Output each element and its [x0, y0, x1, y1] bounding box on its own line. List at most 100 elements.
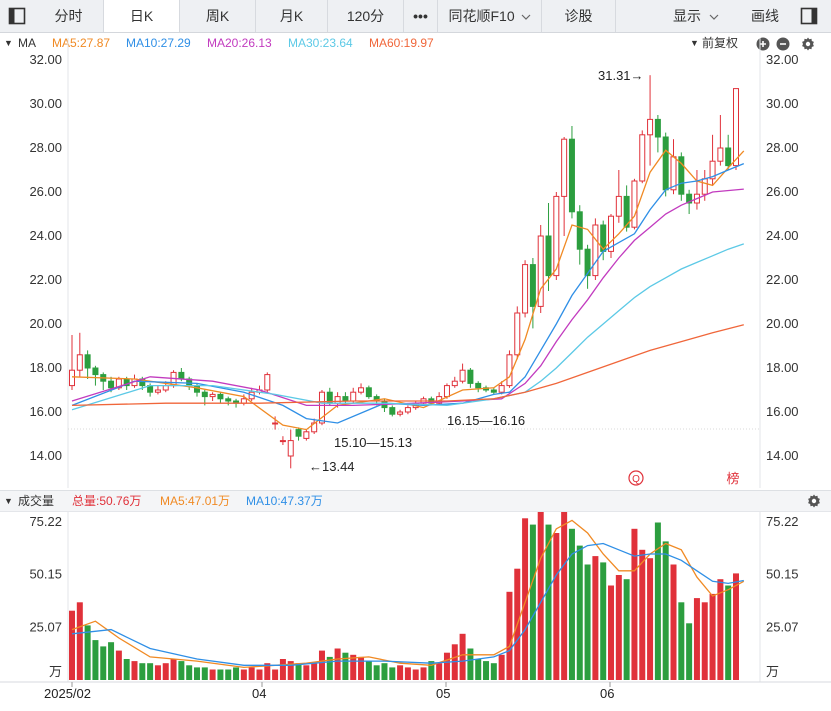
settings-gear-icon[interactable] [800, 36, 816, 52]
zoom-in-icon[interactable] [756, 37, 770, 51]
candle-body [678, 156, 685, 195]
volume-settings-gear-icon[interactable] [806, 493, 822, 509]
tab-daily-k[interactable]: 日K [104, 0, 180, 32]
volume-tick-label-left: 25.07 [29, 619, 62, 634]
diagnose-button[interactable]: 诊股 [542, 0, 616, 32]
collapse-chevron-icon[interactable]: ▼ [4, 496, 13, 506]
volume-bar [498, 654, 505, 680]
candle-body [279, 440, 286, 443]
candle [670, 139, 677, 195]
candle-body [365, 387, 372, 398]
volume-bar [639, 549, 646, 680]
collapse-chevron-icon[interactable]: ▼ [4, 38, 13, 48]
candle-body [451, 380, 458, 387]
candle [623, 185, 630, 232]
ma20-value: MA20:26.13 [207, 36, 272, 50]
candle [240, 394, 247, 406]
volume-bar [647, 558, 654, 680]
panel-toggle-icon[interactable] [800, 7, 818, 25]
volume-bar [279, 659, 286, 680]
volume-bar [623, 579, 630, 680]
volume-bar [600, 562, 607, 680]
candle [217, 392, 224, 404]
candle [76, 332, 83, 377]
candle-body [693, 193, 700, 204]
f10-dropdown[interactable]: 同花顺F10 [438, 0, 542, 32]
volume-bar [568, 528, 575, 680]
candle [428, 396, 435, 406]
volume-ma5-value: MA5:47.01万 [160, 494, 231, 508]
candle-body [295, 429, 302, 437]
volume-bar [537, 512, 544, 680]
price-tick-label-right: 22.00 [766, 272, 799, 287]
volume-bar [233, 667, 240, 680]
volume-bar [139, 663, 146, 680]
volume-bar [608, 585, 615, 680]
candle-body [326, 391, 333, 404]
candle [154, 385, 161, 395]
candle [701, 170, 708, 201]
candle-body [186, 378, 193, 387]
candle [647, 75, 654, 166]
volume-bar [576, 545, 583, 680]
ma10-value: MA10:27.29 [126, 36, 191, 50]
draw-line-button[interactable]: 画线 [751, 8, 779, 24]
candle-body [490, 389, 497, 393]
ma-line-ma5 [71, 149, 745, 431]
candle-body [272, 422, 279, 425]
chevron-down-icon [709, 14, 719, 21]
price-tick-label-right: 32.00 [766, 52, 799, 67]
candle [725, 134, 732, 170]
candle-body [545, 235, 552, 277]
sidebar-toggle-icon[interactable] [8, 7, 26, 25]
candle [139, 376, 146, 390]
candle-body [561, 138, 568, 197]
display-dropdown[interactable]: 显示 [664, 0, 728, 32]
tab-monthly-k[interactable]: 月K [256, 0, 328, 32]
candle [467, 368, 474, 388]
candle-body [514, 312, 521, 356]
ma-line-ma60 [71, 324, 744, 407]
candle [654, 115, 661, 153]
more-periods-button[interactable]: ••• [404, 0, 438, 32]
volume-bar [326, 656, 333, 680]
tab-weekly-k[interactable]: 周K [180, 0, 256, 32]
candle-body [459, 369, 466, 382]
x-axis-label: 04 [252, 686, 266, 701]
candle-body [584, 248, 591, 277]
candle [451, 376, 458, 388]
adjust-chevron-icon[interactable]: ▼ [690, 38, 699, 48]
volume-bar [131, 661, 138, 680]
tab-120min[interactable]: 120分 [328, 0, 404, 32]
volume-bar [709, 593, 716, 680]
period-toolbar: 分时 日K 周K 月K 120分 ••• 同花顺F10 诊股 显示 画线 [0, 0, 831, 33]
candle-body [631, 180, 638, 228]
candle-body [131, 378, 138, 387]
candle [318, 390, 325, 426]
volume-unit-label-right: 万 [766, 664, 779, 679]
volume-bar [108, 642, 115, 680]
candle-body [483, 387, 490, 391]
x-axis-label: 06 [600, 686, 614, 701]
q-badge[interactable]: Q [628, 470, 644, 486]
candle [201, 390, 208, 406]
candle [272, 416, 279, 430]
volume-bar [451, 644, 458, 680]
adjust-mode[interactable]: 前复权 [702, 36, 739, 50]
price-tick-label-left: 28.00 [29, 140, 62, 155]
volume-bar [615, 575, 622, 680]
volume-bar [686, 623, 693, 680]
candle-body [389, 407, 396, 415]
candle-body [608, 215, 615, 252]
volume-bar [662, 541, 669, 680]
rank-badge[interactable]: 榜 [726, 471, 739, 486]
volume-bar [178, 661, 185, 680]
volume-total: 总量:50.76万 [72, 494, 142, 508]
candle-body [233, 400, 240, 404]
tab-intraday[interactable]: 分时 [34, 0, 104, 32]
x-axis-label: 05 [436, 686, 450, 701]
candle [483, 385, 490, 393]
ma-line-ma10 [71, 162, 745, 424]
zoom-out-icon[interactable] [776, 37, 790, 51]
candle-body [654, 118, 661, 138]
